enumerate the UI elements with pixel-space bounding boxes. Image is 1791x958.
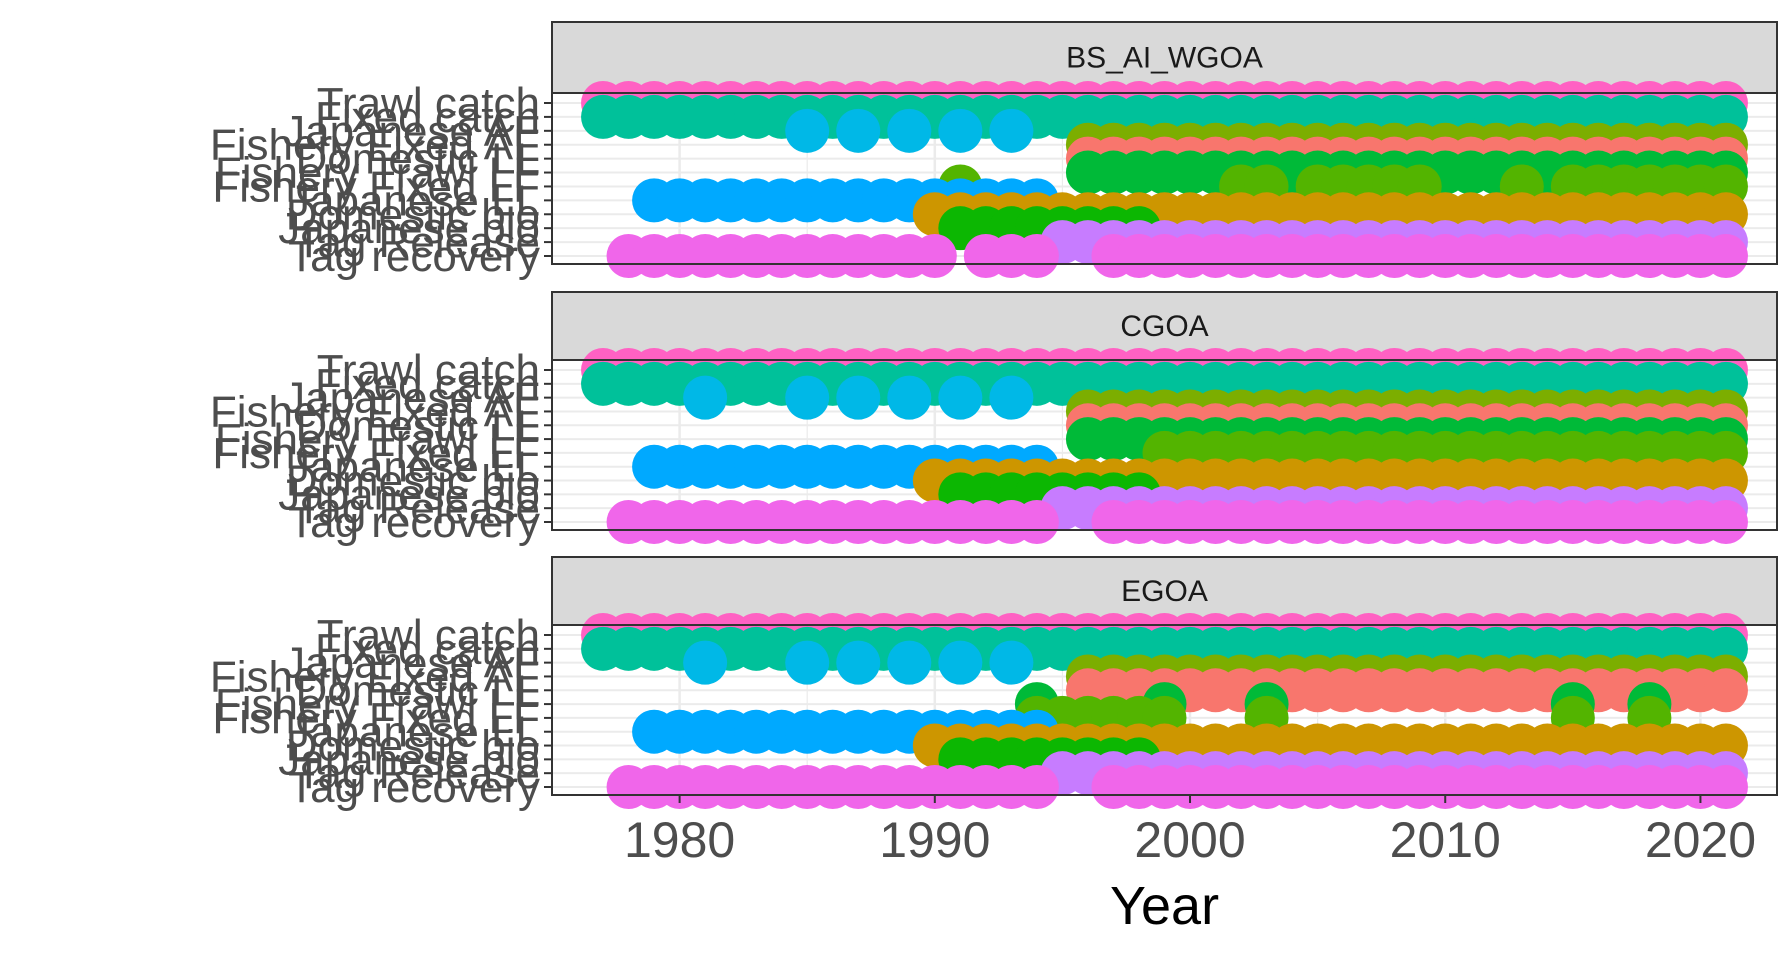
- ytick-label-domestic-ll: Domestic LL: [295, 401, 540, 450]
- point-japanese-af-1989: [887, 375, 932, 420]
- point-japanese-af-1981: [683, 375, 728, 420]
- point-japanese-af-1981: [683, 640, 728, 685]
- ytick-label-trawl-catch: Trawl catch: [317, 611, 540, 660]
- point-japanese-af-1991: [938, 375, 983, 420]
- ytick-label-fishery-trawl-lf: Fishery Trawl LF: [215, 680, 540, 729]
- point-japanese-af-1987: [836, 640, 881, 685]
- point-tag-recovery-1990: [912, 234, 957, 278]
- ytick-label-japanese-bio: Japanese bio: [278, 470, 540, 519]
- point-japanese-af-1991: [938, 108, 983, 153]
- ytick-label-domestic-ll: Domestic LL: [295, 135, 540, 184]
- ytick-label-japanese-af: Japanese AF: [283, 374, 540, 423]
- ytick-label-tag-recovery: Tag recovery: [288, 763, 540, 812]
- ytick-label-fixed-catch: Fixed catch: [315, 93, 540, 142]
- point-japanese-af-1993: [989, 108, 1034, 153]
- ytick-label-japanese-bio: Japanese bio: [278, 735, 540, 784]
- panel-border: [551, 359, 1778, 531]
- ytick-label-trawl-catch: Trawl catch: [317, 79, 540, 128]
- point-japanese-af-1987: [836, 375, 881, 420]
- xtick-label-2000: 2000: [1134, 812, 1245, 868]
- point-tag-recovery-1994: [1014, 500, 1059, 544]
- point-japanese-af-1993: [989, 375, 1034, 420]
- ytick-label-fishery-fixed-af: Fishery Fixed AF: [210, 652, 540, 701]
- xtick-label-1980: 1980: [624, 812, 735, 868]
- ytick-label-fishery-trawl-lf: Fishery Trawl LF: [215, 149, 540, 198]
- point-japanese-af-1991: [938, 640, 983, 685]
- point-japanese-af-1993: [989, 640, 1034, 685]
- facet-strip-label: EGOA: [1121, 575, 1208, 608]
- facet-strip-label: CGOA: [1120, 310, 1208, 343]
- facet-strip-label: BS_AI_WGOA: [1066, 42, 1263, 75]
- xtick-label-2020: 2020: [1645, 812, 1756, 868]
- x-axis-title: Year: [1110, 876, 1219, 936]
- ytick-label-japanese-af: Japanese AF: [283, 639, 540, 688]
- ytick-label-japanese-bio: Japanese bio: [278, 204, 540, 253]
- ytick-label-japanese-af: Japanese AF: [283, 107, 540, 156]
- ytick-label-japanese-ll: Japanese LL: [288, 708, 540, 757]
- ytick-label-fishery-trawl-lf: Fishery Trawl LF: [215, 415, 540, 464]
- ytick-label-fishery-fixed-lf: Fishery Fixed LF: [212, 162, 540, 211]
- point-japanese-af-1989: [887, 108, 932, 153]
- point-japanese-af-1985: [785, 640, 830, 685]
- ytick-label-japanese-ll: Japanese LL: [288, 443, 540, 492]
- ytick-label-tag-release: Tag Release: [295, 749, 540, 798]
- point-japanese-af-1987: [836, 108, 881, 153]
- point-japanese-af-1985: [785, 375, 830, 420]
- ytick-label-domestic-bio: Domestic bio: [286, 722, 540, 771]
- ytick-label-fixed-catch: Fixed catch: [315, 625, 540, 674]
- ytick-label-domestic-bio: Domestic bio: [286, 190, 540, 239]
- point-tag-recovery-1994: [1014, 234, 1059, 278]
- ytick-label-domestic-bio: Domestic bio: [286, 457, 540, 506]
- point-tag-recovery-2021: [1703, 234, 1748, 278]
- panel-border: [551, 624, 1778, 796]
- xtick-label-1990: 1990: [879, 812, 990, 868]
- point-domestic-ll-2021: [1703, 668, 1748, 713]
- ytick-label-fishery-fixed-af: Fishery Fixed AF: [210, 387, 540, 436]
- ytick-label-tag-release: Tag Release: [295, 218, 540, 267]
- panel-border: [551, 92, 1778, 265]
- ytick-label-fishery-fixed-af: Fishery Fixed AF: [210, 121, 540, 170]
- point-tag-recovery-2021: [1703, 500, 1748, 544]
- ytick-label-fishery-fixed-lf: Fishery Fixed LF: [212, 694, 540, 743]
- ytick-label-tag-recovery: Tag recovery: [288, 232, 540, 281]
- xtick-label-2010: 2010: [1390, 812, 1501, 868]
- point-tag-recovery-1994: [1014, 765, 1059, 809]
- ytick-label-tag-recovery: Tag recovery: [288, 498, 540, 547]
- point-tag-recovery-2021: [1703, 765, 1748, 809]
- ytick-label-domestic-ll: Domestic LL: [295, 666, 540, 715]
- ytick-label-fishery-fixed-lf: Fishery Fixed LF: [212, 429, 540, 478]
- ytick-label-trawl-catch: Trawl catch: [317, 346, 540, 395]
- point-japanese-af-1985: [785, 108, 830, 153]
- ytick-label-tag-release: Tag Release: [295, 484, 540, 533]
- point-japanese-af-1989: [887, 640, 932, 685]
- ytick-label-fixed-catch: Fixed catch: [315, 360, 540, 409]
- ytick-label-japanese-ll: Japanese LL: [288, 176, 540, 225]
